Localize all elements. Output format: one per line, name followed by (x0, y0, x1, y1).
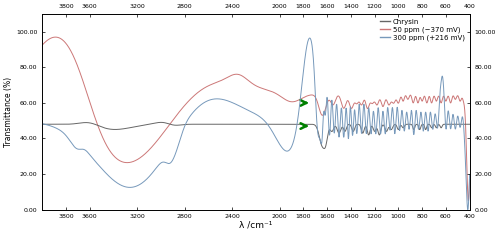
X-axis label: λ /cm⁻¹: λ /cm⁻¹ (239, 221, 272, 230)
Legend: Chrysin, 50 ppm (−370 mV), 300 ppm (+216 mV): Chrysin, 50 ppm (−370 mV), 300 ppm (+216… (378, 18, 466, 43)
Y-axis label: Transmittance (%): Transmittance (%) (4, 77, 13, 147)
